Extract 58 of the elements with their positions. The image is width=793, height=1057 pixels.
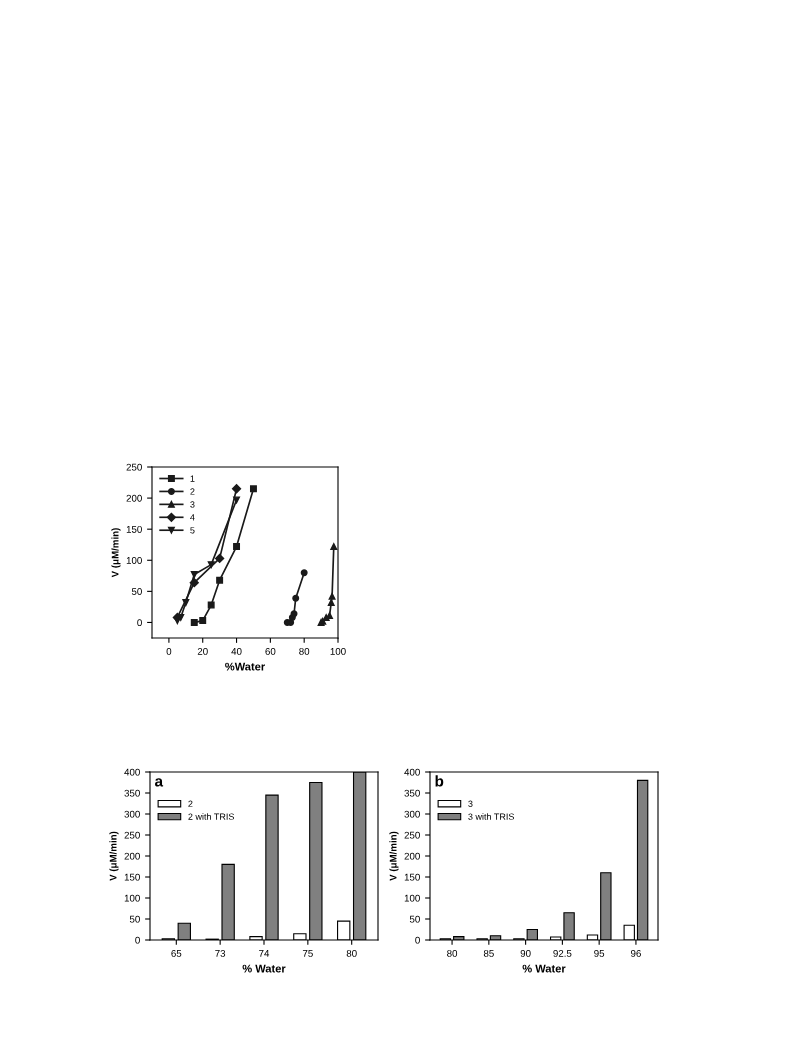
x-tick-label: 74 (259, 950, 270, 957)
x-axis-title: % Water (242, 964, 286, 973)
y-tick-label: 100 (126, 557, 142, 564)
x-tick-label: 90 (520, 949, 531, 957)
legend-label: 3 (468, 800, 473, 807)
y-tick-label: 150 (124, 873, 140, 881)
y-tick-label: 100 (404, 894, 420, 902)
y-axis-title: V (μM/min) (389, 831, 399, 881)
x-tick-label: 75 (302, 950, 313, 957)
y-axis-title: V (μM/min) (111, 528, 121, 578)
y-tick-label: 200 (124, 852, 140, 860)
legend-label: 1 (190, 475, 195, 482)
y-tick-label: 350 (124, 789, 140, 797)
x-tick-label: 80 (346, 949, 357, 957)
y-tick-label: 200 (126, 494, 142, 502)
y-axis-title: V (μM/min) (109, 831, 119, 881)
y-tick-label: 150 (404, 873, 420, 881)
x-tick-label: 80 (447, 949, 458, 957)
x-axis-title: %Water (225, 662, 265, 671)
x-axis-title: % Water (522, 964, 566, 973)
legend-label: 2 with TRIS (188, 813, 234, 820)
x-tick-label: 20 (197, 647, 208, 655)
y-tick-label: 400 (124, 768, 140, 776)
x-tick-label: 65 (171, 949, 182, 957)
x-tick-label: 100 (330, 647, 346, 655)
legend-label: 2 (190, 488, 195, 495)
y-tick-label: 250 (124, 831, 140, 839)
legend-label: 5 (190, 527, 195, 534)
legend-label: 3 (190, 501, 195, 508)
x-tick-label: 85 (483, 949, 494, 957)
x-tick-label: 95 (594, 949, 605, 957)
x-tick-label: 60 (265, 647, 276, 655)
x-tick-label: 92.5 (553, 949, 572, 957)
legend-label: 4 (190, 514, 195, 521)
y-tick-label: 0 (135, 936, 140, 944)
y-tick-label: 250 (404, 831, 420, 839)
y-tick-label: 250 (126, 463, 142, 471)
annotation: a (155, 778, 164, 787)
x-tick-label: 40 (231, 647, 242, 655)
legend-label: 2 (188, 800, 193, 807)
y-tick-label: 50 (409, 915, 420, 923)
x-tick-label: 0 (166, 647, 172, 655)
x-tick-label: 80 (299, 647, 310, 655)
y-tick-label: 300 (124, 810, 140, 818)
y-tick-label: 400 (404, 768, 420, 776)
x-tick-label: 96 (630, 949, 641, 957)
y-tick-label: 100 (124, 894, 140, 902)
y-tick-label: 150 (126, 525, 142, 533)
annotation: b (435, 775, 444, 787)
y-tick-label: 200 (404, 852, 420, 860)
legend-label: 3 with TRIS (468, 813, 514, 820)
y-tick-label: 0 (137, 619, 142, 627)
y-tick-label: 350 (404, 789, 420, 797)
y-tick-label: 0 (415, 936, 420, 944)
y-tick-label: 50 (131, 588, 142, 595)
x-tick-label: 73 (215, 949, 226, 957)
y-tick-label: 300 (404, 810, 420, 818)
y-tick-label: 50 (129, 915, 140, 923)
